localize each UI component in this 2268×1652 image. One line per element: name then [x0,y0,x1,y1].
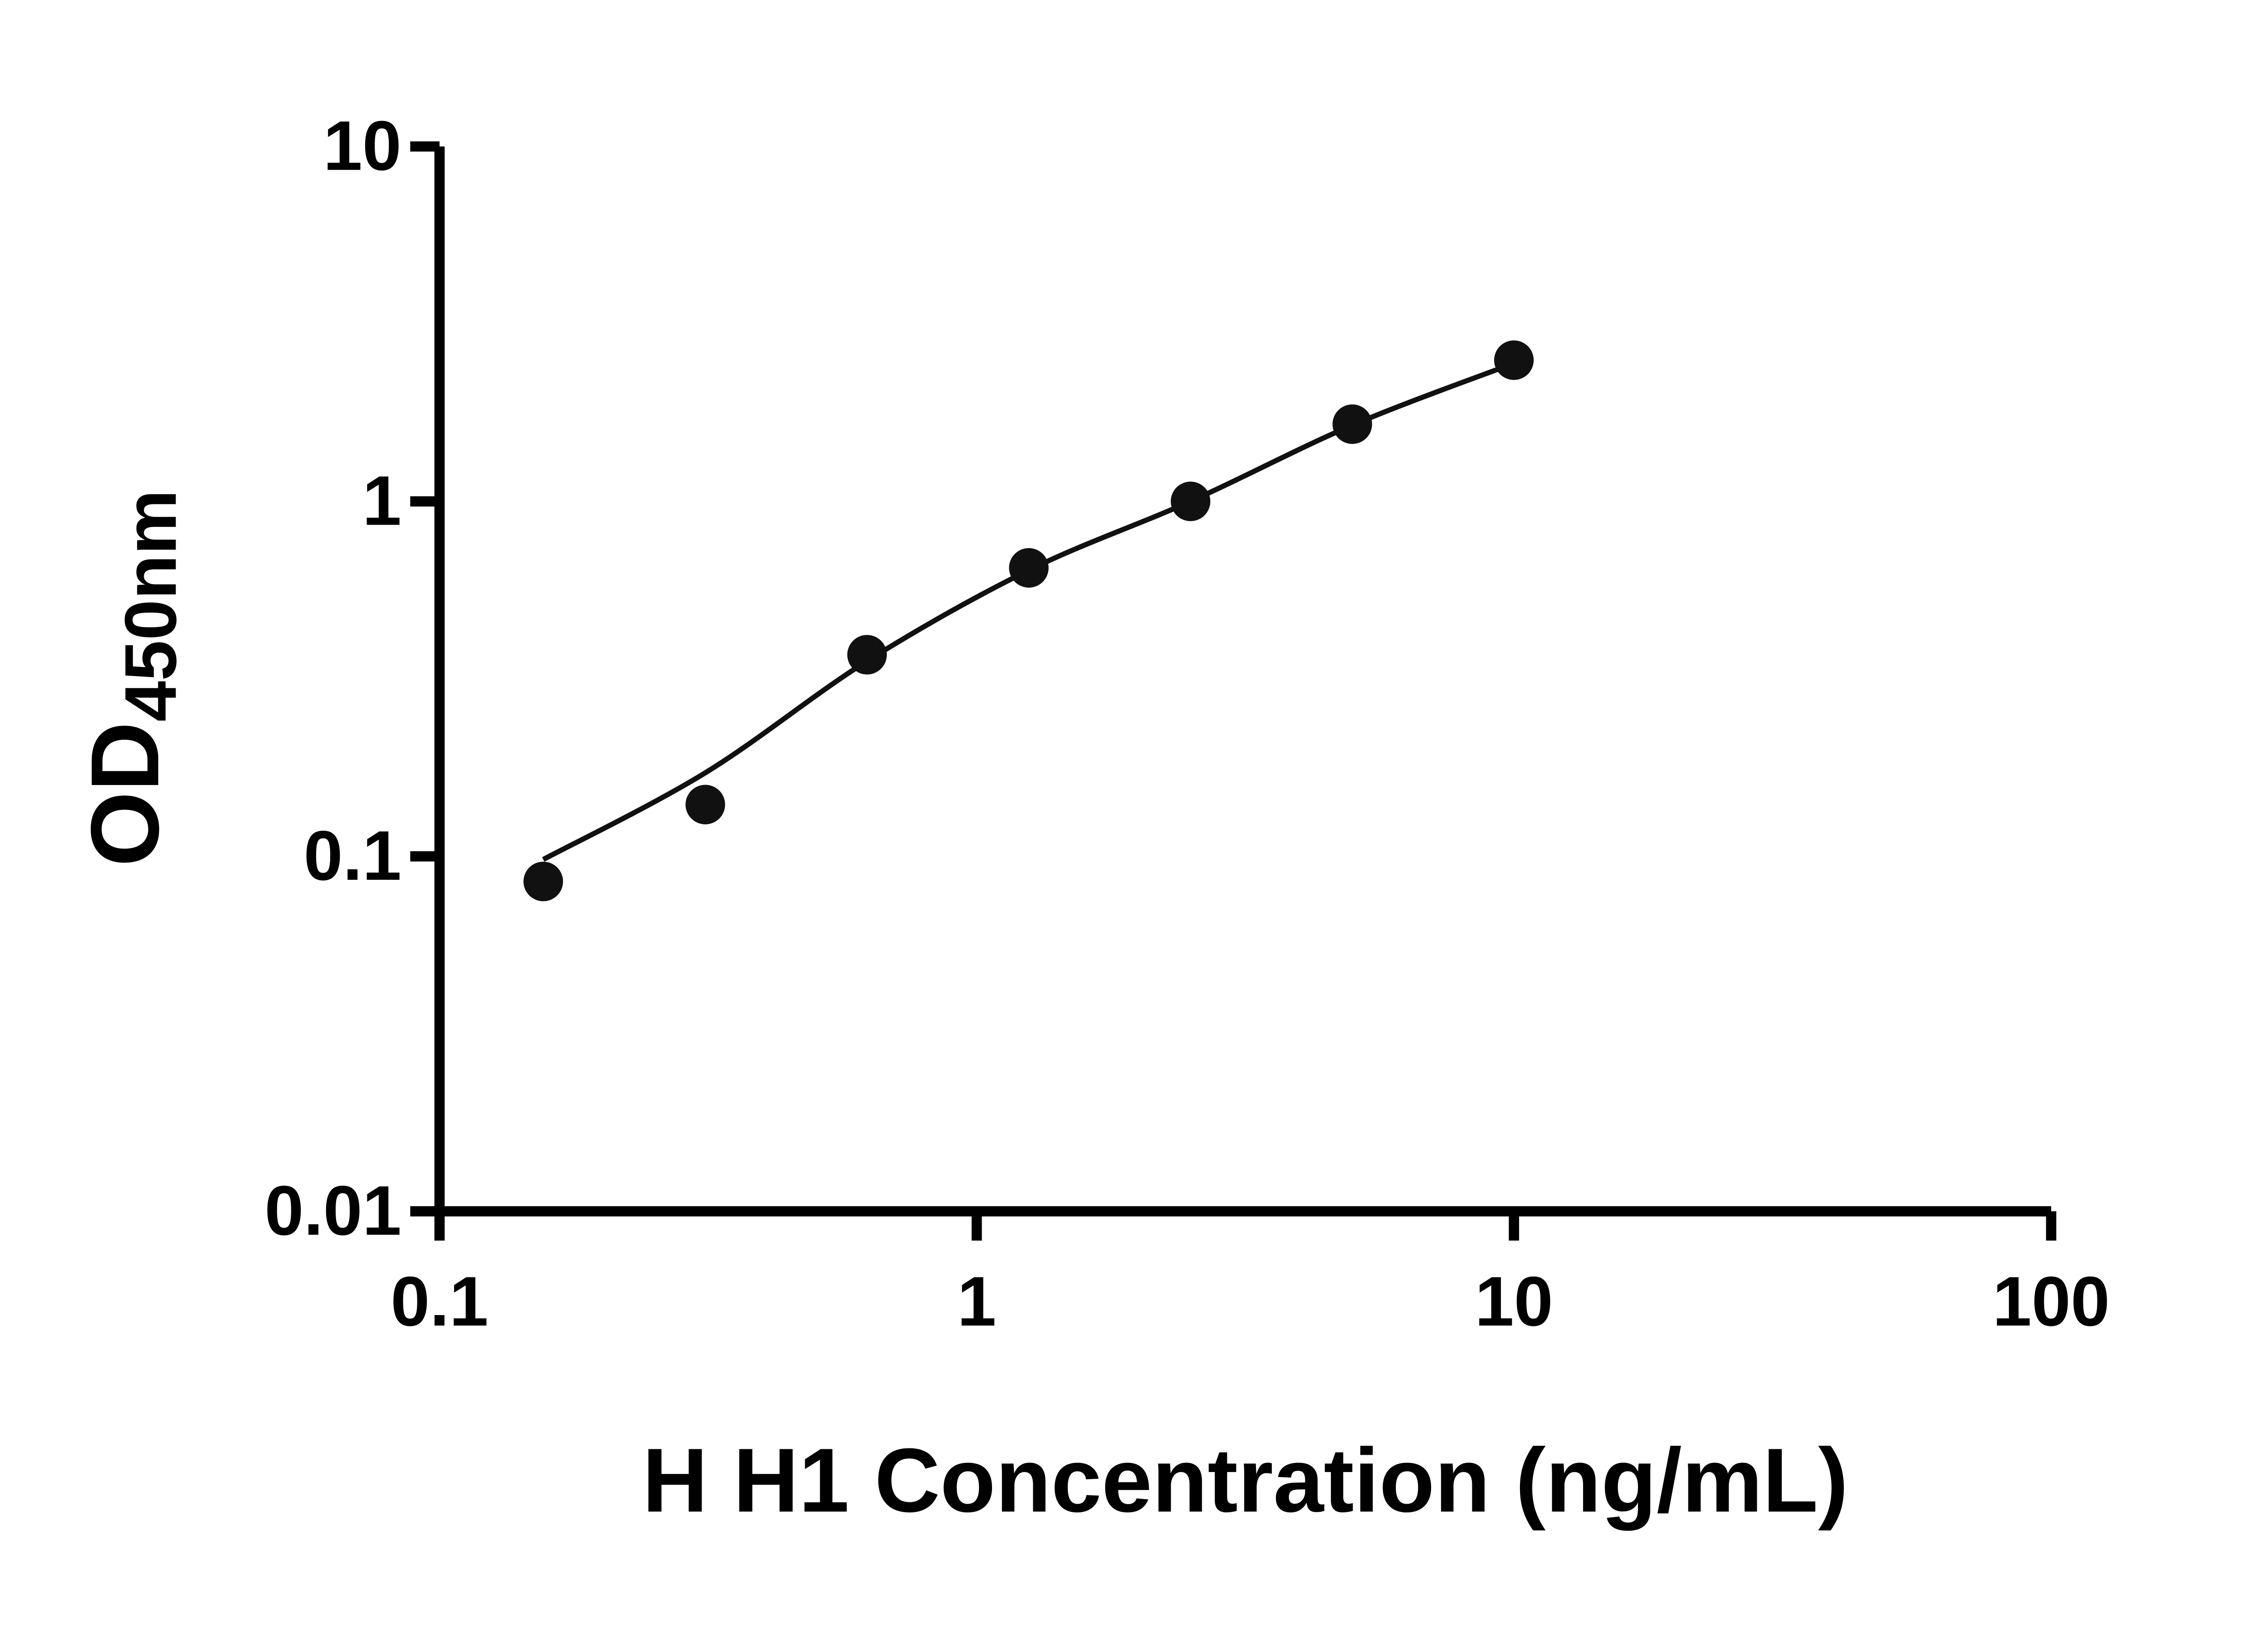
data-point [523,862,563,902]
axis-lines [434,146,2051,1217]
y-axis-title-main: OD [71,721,179,867]
plot-area: 0.1 1 10 100 0.01 0.1 1 10 [264,107,2110,1340]
x-axis-tick-label: 100 [1993,1262,2110,1340]
y-axis-tick-label: 10 [323,107,401,185]
chart-canvas: 0.1 1 10 100 0.01 0.1 1 10 H H1 Concentration (… [71,106,2110,1531]
data-point [847,635,887,675]
data-point [1494,340,1534,380]
y-axis-tick-label: 0.1 [304,816,402,895]
elisa-standard-curve-figure: 0.1 1 10 100 0.01 0.1 1 10 H H1 Concentration (… [71,106,2110,1531]
data-point [1009,548,1049,588]
x-axis-tick-label: 0.1 [391,1262,489,1340]
data-point [685,785,725,824]
y-axis-title: OD450nm [71,490,192,867]
y-axis-title-sub: 450nm [110,490,192,722]
x-axis-tick-label: 1 [957,1262,996,1340]
data-point [1171,482,1211,521]
y-axis-tick-label: 1 [362,461,401,540]
y-axis-tick-label: 0.01 [264,1171,401,1250]
x-axis-title: H H1 Concentration (ng/mL) [642,1430,1848,1531]
data-point [1332,404,1372,444]
fit-curve [542,361,1515,862]
x-axis-tick-label: 10 [1475,1262,1553,1340]
